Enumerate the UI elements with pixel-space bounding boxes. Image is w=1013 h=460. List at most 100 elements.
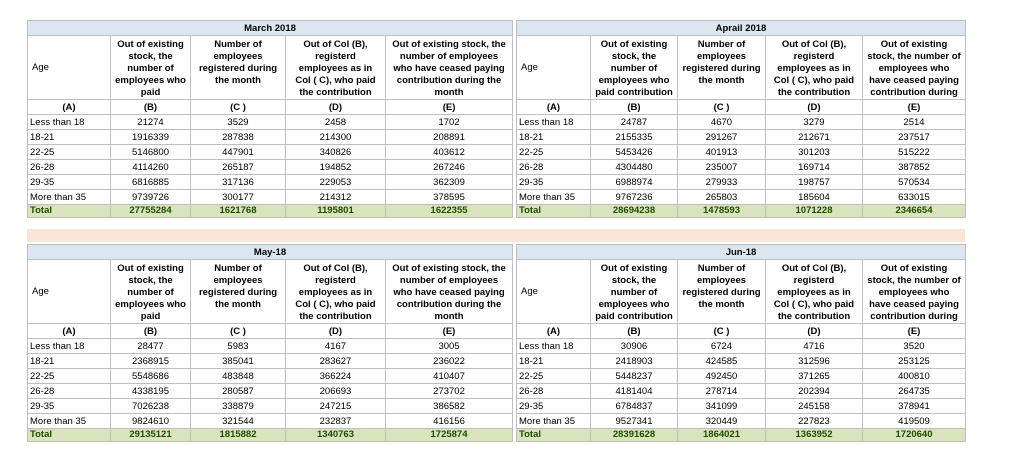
data-row: Less than 18 28477 5983 4167 3005 [27, 338, 514, 354]
value-cell: 401913 [677, 144, 766, 160]
value-cell: 2368915 [110, 353, 191, 369]
value-cell: 2155335 [590, 129, 678, 145]
data-row: 29-35 6988974 279933 198757 570534 [516, 174, 966, 190]
value-cell: 447901 [190, 144, 286, 160]
header-text: Out of existing stock, the number of emp… [595, 39, 673, 98]
total-value: 1815882 [190, 428, 286, 442]
value-cell: 214300 [285, 129, 386, 145]
data-row: Less than 18 24787 4670 3279 2514 [516, 114, 966, 130]
age-label: More than 35 [27, 413, 111, 429]
age-label: 29-35 [516, 398, 591, 414]
value-cell: 320449 [677, 413, 766, 429]
column-letter: (C ) [190, 323, 286, 339]
age-label: Less than 18 [516, 114, 591, 130]
value-cell: 265187 [190, 159, 286, 175]
value-cell: 387852 [862, 159, 966, 175]
column-letter: (C ) [677, 99, 766, 115]
value-cell: 341099 [677, 398, 766, 414]
total-value: 1621768 [190, 204, 286, 218]
data-row: More than 35 9739726 300177 214312 378595 [27, 189, 514, 205]
header-text: Out of existing stock, the number of emp… [867, 39, 961, 98]
age-label: More than 35 [516, 189, 591, 205]
value-cell: 24787 [590, 114, 678, 130]
value-cell: 21274 [110, 114, 191, 130]
data-row: 22-25 5453426 401913 301203 515222 [516, 144, 966, 160]
age-label: 18-21 [516, 129, 591, 145]
data-row: 26-28 4114260 265187 194852 267246 [27, 159, 514, 175]
header-text: Out of existing stock, the number of emp… [867, 263, 961, 322]
value-cell: 5453426 [590, 144, 678, 160]
age-label: 18-21 [516, 353, 591, 369]
header-text: Number of employees registered during th… [198, 263, 278, 310]
value-cell: 378941 [862, 398, 966, 414]
value-cell: 6784837 [590, 398, 678, 414]
value-cell: 483848 [190, 368, 286, 384]
separator-band [27, 229, 965, 242]
data-row: 22-25 5146800 447901 340826 403612 [27, 144, 514, 160]
value-cell: 6988974 [590, 174, 678, 190]
total-value: 28694238 [590, 204, 678, 218]
column-header: Number of employees registered during th… [677, 259, 766, 324]
column-header: Out of Col (B), registerd employees as i… [285, 35, 386, 100]
age-label: 22-25 [516, 144, 591, 160]
value-cell: 278714 [677, 383, 766, 399]
total-value: 28391628 [590, 428, 678, 442]
age-label: Less than 18 [27, 114, 111, 130]
header-row: Age Out of existing stock, the number of … [516, 259, 966, 324]
age-label: 26-28 [27, 383, 111, 399]
column-letter: (D) [765, 323, 863, 339]
value-cell: 198757 [765, 174, 863, 190]
data-row: 29-35 6784837 341099 245158 378941 [516, 398, 966, 414]
age-label: 26-28 [516, 159, 591, 175]
value-cell: 4304480 [590, 159, 678, 175]
total-value: 1195801 [285, 204, 386, 218]
data-row: 29-35 7026238 338879 247215 386582 [27, 398, 514, 414]
value-cell: 247215 [285, 398, 386, 414]
value-cell: 9527341 [590, 413, 678, 429]
column-letter: (D) [765, 99, 863, 115]
age-label: More than 35 [516, 413, 591, 429]
column-header: Out of existing stock, the number of emp… [590, 259, 678, 324]
column-letter: (E) [384, 99, 514, 115]
column-header: Out of Col (B), registerd employees as i… [765, 35, 863, 100]
title-row: May-18 [26, 244, 514, 260]
data-row: Less than 18 21274 3529 2458 1702 [27, 114, 514, 130]
column-header: Out of Col (B), registerd employees as i… [285, 259, 386, 324]
column-header: Number of employees registered during th… [190, 259, 286, 324]
value-cell: 2418903 [590, 353, 678, 369]
total-value: 27755284 [110, 204, 191, 218]
age-label: Less than 18 [516, 338, 591, 354]
value-cell: 321544 [190, 413, 286, 429]
letter-row: (A) (B) (C ) (D) (E) [516, 99, 966, 115]
value-cell: 227823 [765, 413, 863, 429]
value-cell: 5146800 [110, 144, 191, 160]
value-cell: 4338195 [110, 383, 191, 399]
header-text: Out of Col (B), registerd employees as i… [295, 39, 376, 98]
total-value: 1622355 [384, 204, 514, 218]
value-cell: 5983 [190, 338, 286, 354]
age-label: More than 35 [27, 189, 111, 205]
title-row: March 2018 [26, 20, 514, 36]
data-row: 18-21 2368915 385041 283627 236022 [27, 353, 514, 369]
data-row: 22-25 5548686 483848 366224 410407 [27, 368, 514, 384]
letter-row: (A) (B) (C ) (D) (E) [27, 323, 514, 339]
total-value: 1720640 [862, 428, 966, 442]
data-row: More than 35 9527341 320449 227823 419509 [516, 413, 966, 429]
value-cell: 4670 [677, 114, 766, 130]
value-cell: 340826 [285, 144, 386, 160]
value-cell: 9739726 [110, 189, 191, 205]
table-title: Jun-18 [516, 244, 966, 260]
total-value: 1363952 [765, 428, 863, 442]
header-text: Age [32, 285, 49, 297]
header-text: Number of employees registered during th… [198, 39, 278, 86]
total-label: Total [27, 428, 111, 442]
age-label: 18-21 [27, 129, 111, 145]
value-cell: 202394 [765, 383, 863, 399]
header-row: Age Out of existing stock, the number of … [27, 35, 514, 100]
value-cell: 4167 [285, 338, 386, 354]
value-cell: 1916339 [110, 129, 191, 145]
column-letter: (D) [285, 323, 386, 339]
value-cell: 212671 [765, 129, 863, 145]
value-cell: 283627 [285, 353, 386, 369]
